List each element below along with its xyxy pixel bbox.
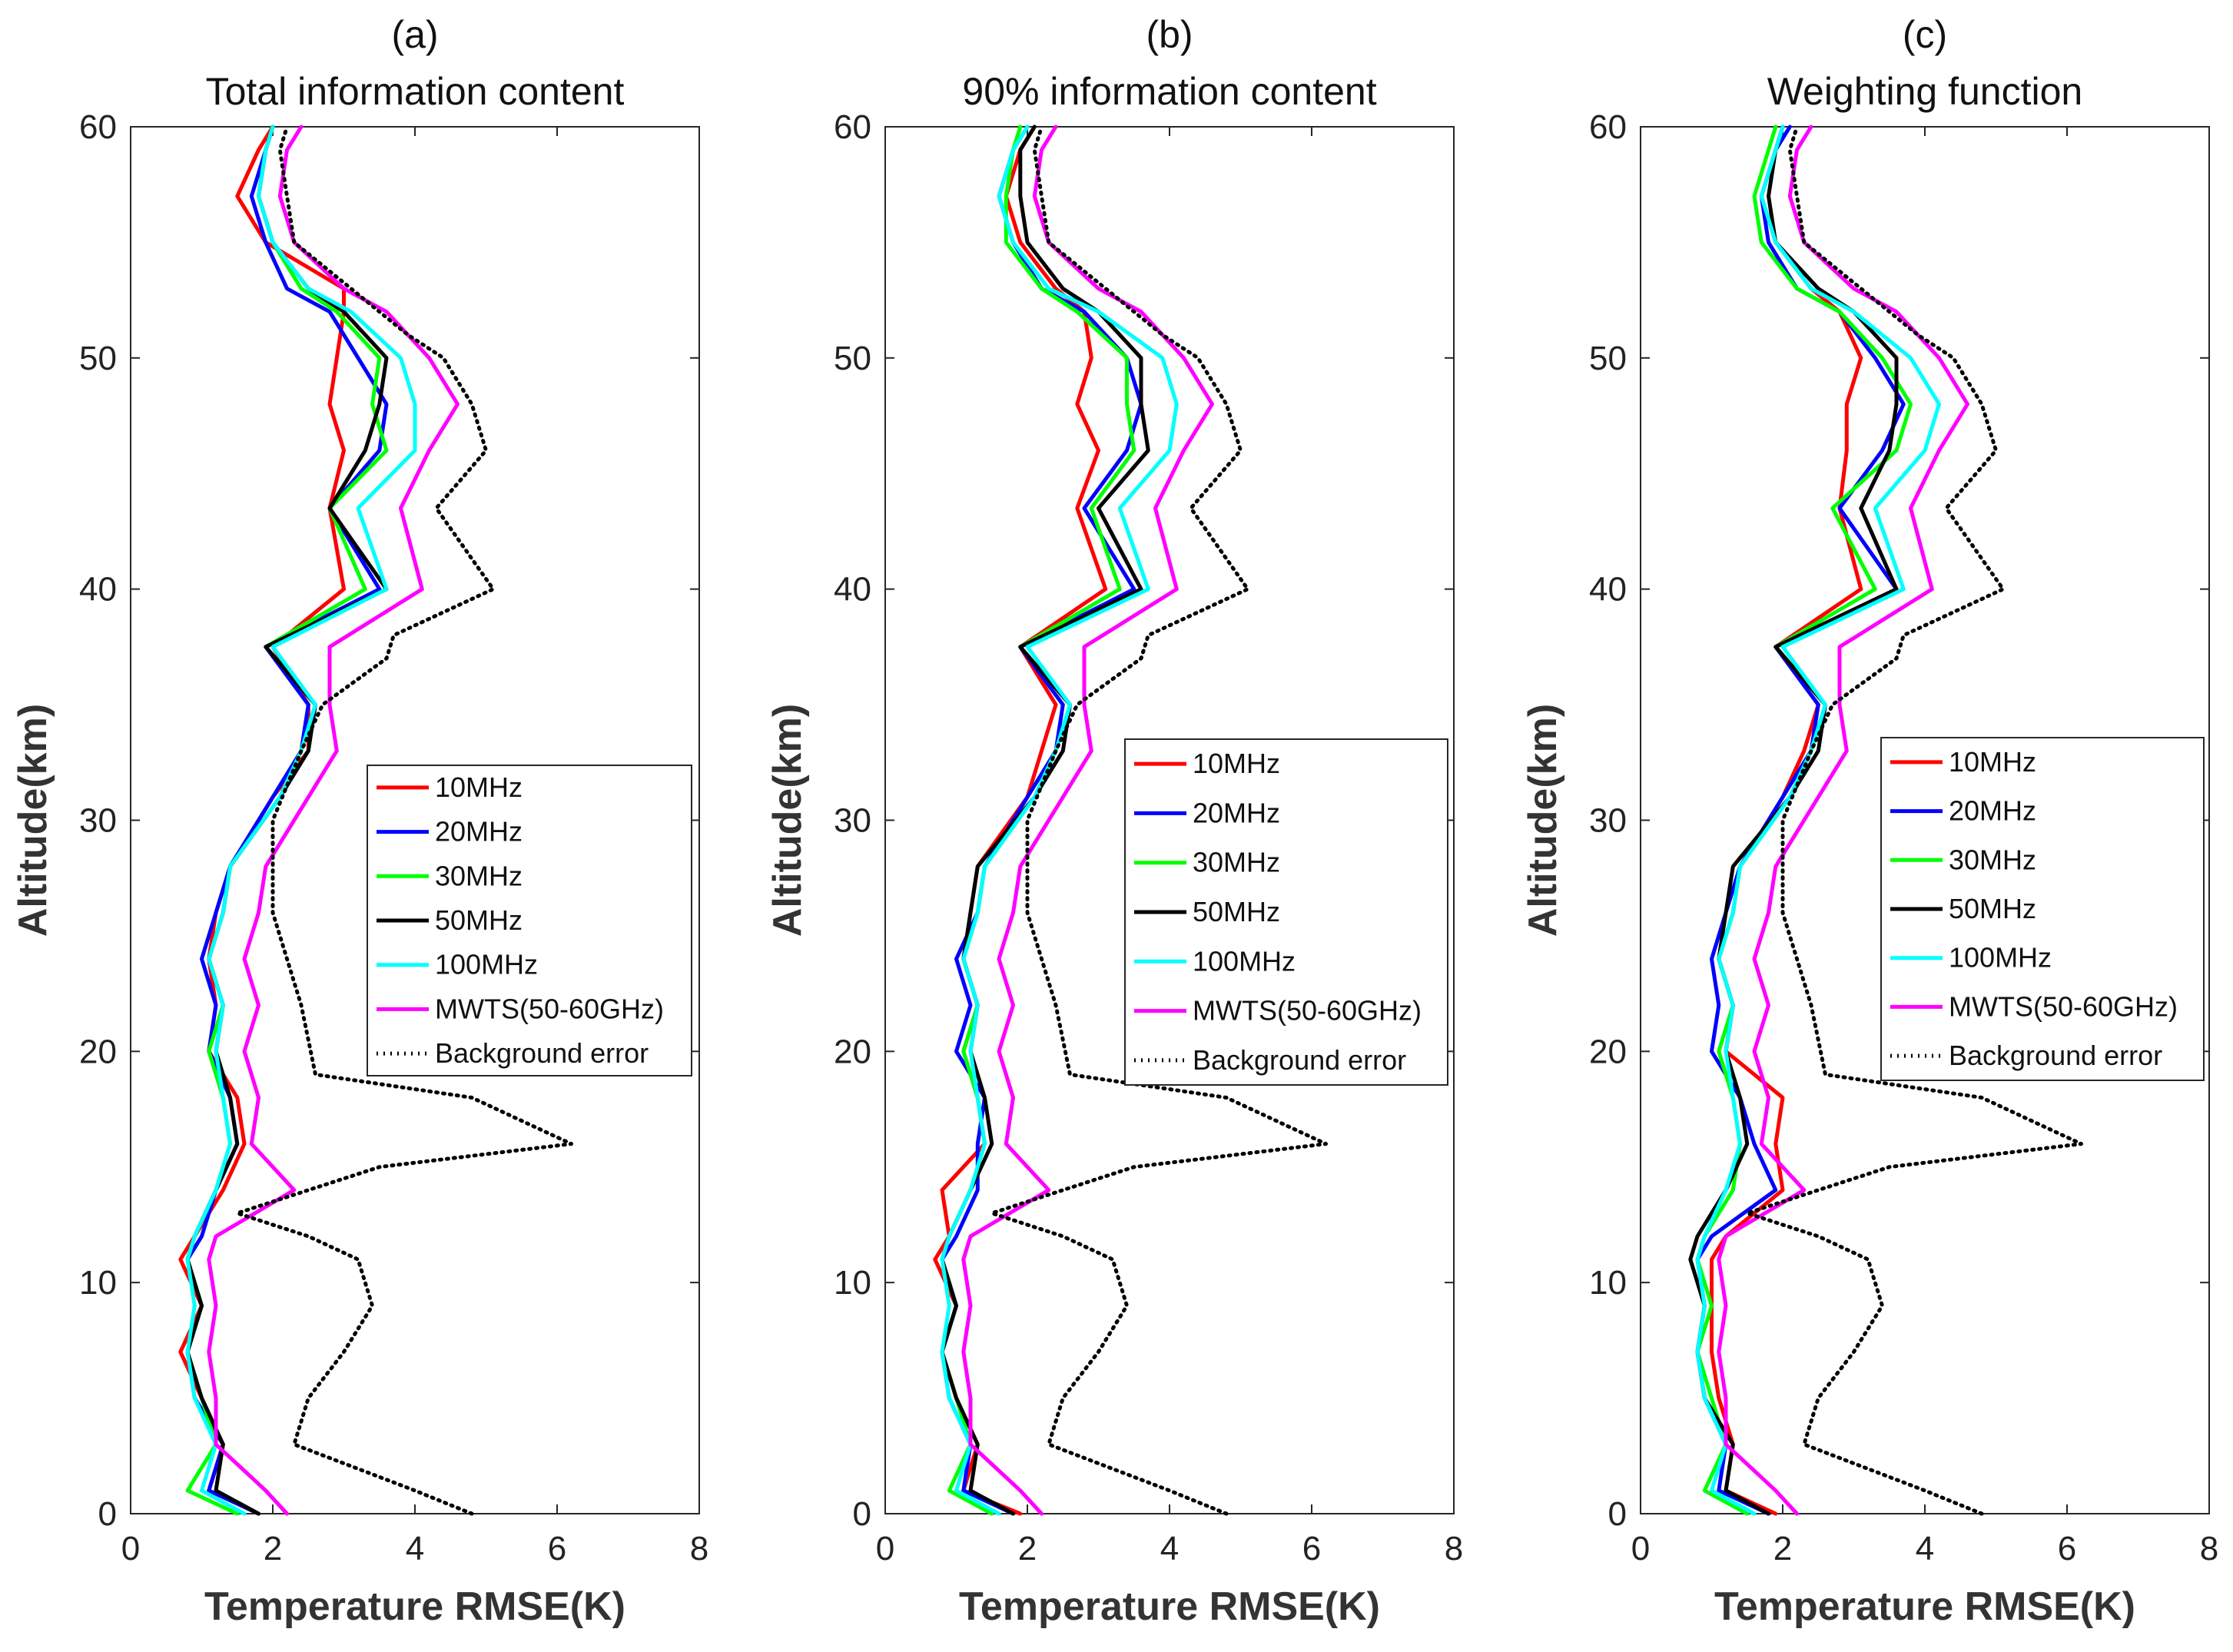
y-tick-label: 20	[1589, 1033, 1627, 1070]
chart-title: Weighting function	[1767, 70, 2082, 113]
y-tick-label: 10	[79, 1264, 117, 1302]
legend-label: 50MHz	[1193, 896, 1280, 927]
x-tick-label: 8	[1445, 1530, 1463, 1567]
legend-label: Background error	[1949, 1040, 2162, 1071]
x-axis-label: Temperature RMSE(K)	[204, 1584, 625, 1629]
series-line-background-error	[990, 124, 1328, 1516]
legend-label: 10MHz	[1193, 748, 1280, 779]
legend-label: 100MHz	[435, 949, 538, 980]
x-tick-label: 4	[1160, 1530, 1179, 1567]
y-tick-label: 40	[1589, 571, 1627, 609]
legend-label: 10MHz	[1949, 746, 2036, 778]
panel-1: (a) Total information content 0 2 4 6 8 0 10 20 30…	[11, 13, 708, 1629]
legend-label: 100MHz	[1949, 942, 2052, 974]
y-tick-label: 50	[79, 340, 117, 377]
series-line-50mhz	[1688, 124, 1899, 1516]
x-axis-label: Temperature RMSE(K)	[1714, 1584, 2135, 1629]
series-line-100mhz	[185, 124, 417, 1516]
series-line-background-error	[235, 124, 573, 1516]
y-tick-label: 0	[98, 1495, 117, 1533]
y-axis-label: Altitude(km)	[11, 704, 55, 937]
panel-label: (b)	[1146, 13, 1193, 56]
legend-label: 20MHz	[435, 816, 523, 848]
x-tick-label: 8	[2200, 1530, 2218, 1567]
x-tick-label: 2	[1018, 1530, 1037, 1567]
legend: 10MHz 20MHz 30MHz 50MHz 100MHz MWTS(50-60GHz)…	[1124, 738, 1448, 1086]
series-line-100mhz	[1695, 124, 1941, 1516]
x-tick-label: 2	[264, 1530, 282, 1567]
series-line-mwts-50-60ghz-	[961, 124, 1214, 1516]
x-tick-label: 8	[690, 1530, 708, 1567]
y-tick-label: 30	[79, 802, 117, 840]
legend-label: 20MHz	[1949, 795, 2036, 827]
series-line-50mhz	[940, 124, 1150, 1516]
series-line-mwts-50-60ghz-	[207, 124, 460, 1516]
legend-label: MWTS(50-60GHz)	[1949, 990, 2178, 1022]
x-tick-label: 2	[1773, 1530, 1792, 1567]
y-tick-label: 10	[834, 1264, 871, 1302]
y-tick-label: 60	[834, 108, 871, 146]
legend: 10MHz 20MHz 30MHz 50MHz 100MHz MWTS(50-60GHz)…	[367, 765, 692, 1076]
legend-label: MWTS(50-60GHz)	[1193, 995, 1422, 1027]
series-line-mwts-50-60ghz-	[1717, 124, 1969, 1516]
x-tick-label: 4	[406, 1530, 424, 1567]
legend-label: Background error	[435, 1037, 649, 1069]
series-line-100mhz	[940, 124, 1179, 1516]
series-line-10mhz	[1710, 124, 1863, 1516]
legend-label: 20MHz	[1193, 797, 1280, 828]
legend-label: 30MHz	[435, 860, 523, 891]
legend-label: 100MHz	[1193, 945, 1296, 977]
legend-label: 30MHz	[1193, 847, 1280, 878]
x-tick-label: 6	[2058, 1530, 2076, 1567]
y-tick-label: 50	[1589, 340, 1627, 377]
panel-label: (a)	[391, 13, 438, 56]
x-tick-label: 0	[1631, 1530, 1650, 1567]
y-tick-label: 0	[1608, 1495, 1627, 1533]
legend: 10MHz 20MHz 30MHz 50MHz 100MHz MWTS(50-60GHz)…	[1880, 737, 2205, 1081]
y-tick-label: 20	[834, 1033, 871, 1070]
x-tick-label: 6	[1302, 1530, 1321, 1567]
y-tick-label: 0	[853, 1495, 871, 1533]
legend-label: Background error	[1193, 1044, 1406, 1076]
chart-title: Total information content	[206, 70, 625, 113]
y-tick-label: 60	[1589, 108, 1627, 146]
y-tick-label: 20	[79, 1033, 117, 1070]
legend-label: 50MHz	[1949, 893, 2036, 924]
chart-title: 90% information content	[962, 70, 1376, 113]
x-tick-label: 4	[1916, 1530, 1934, 1567]
y-tick-label: 10	[1589, 1264, 1627, 1302]
panel-3: (c) Weighting function 0 2 4 6 8 0 10 20 30 40 50 60 T…	[1521, 13, 2218, 1629]
legend-label: 30MHz	[1949, 844, 2036, 875]
y-tick-label: 60	[79, 108, 117, 146]
y-axis-label: Altitude(km)	[1521, 704, 1565, 937]
y-axis-label: Altitude(km)	[765, 704, 810, 937]
y-tick-label: 30	[1589, 802, 1627, 840]
legend-label: 50MHz	[435, 904, 523, 936]
series-line-background-error	[1745, 124, 2083, 1516]
y-tick-label: 50	[834, 340, 871, 377]
legend-label: 10MHz	[435, 771, 523, 803]
x-tick-label: 0	[121, 1530, 140, 1567]
y-tick-label: 30	[834, 802, 871, 840]
legend-label: MWTS(50-60GHz)	[435, 993, 664, 1024]
x-tick-label: 6	[548, 1530, 566, 1567]
panel-2: (b) 90% information content 0 2 4 6 8 0 10 20 30 40…	[765, 13, 1463, 1629]
y-tick-label: 40	[79, 571, 117, 609]
y-tick-label: 40	[834, 571, 871, 609]
x-axis-label: Temperature RMSE(K)	[959, 1584, 1380, 1629]
series-line-10mhz	[933, 124, 1108, 1516]
x-tick-label: 0	[876, 1530, 894, 1567]
panel-label: (c)	[1903, 13, 1947, 56]
